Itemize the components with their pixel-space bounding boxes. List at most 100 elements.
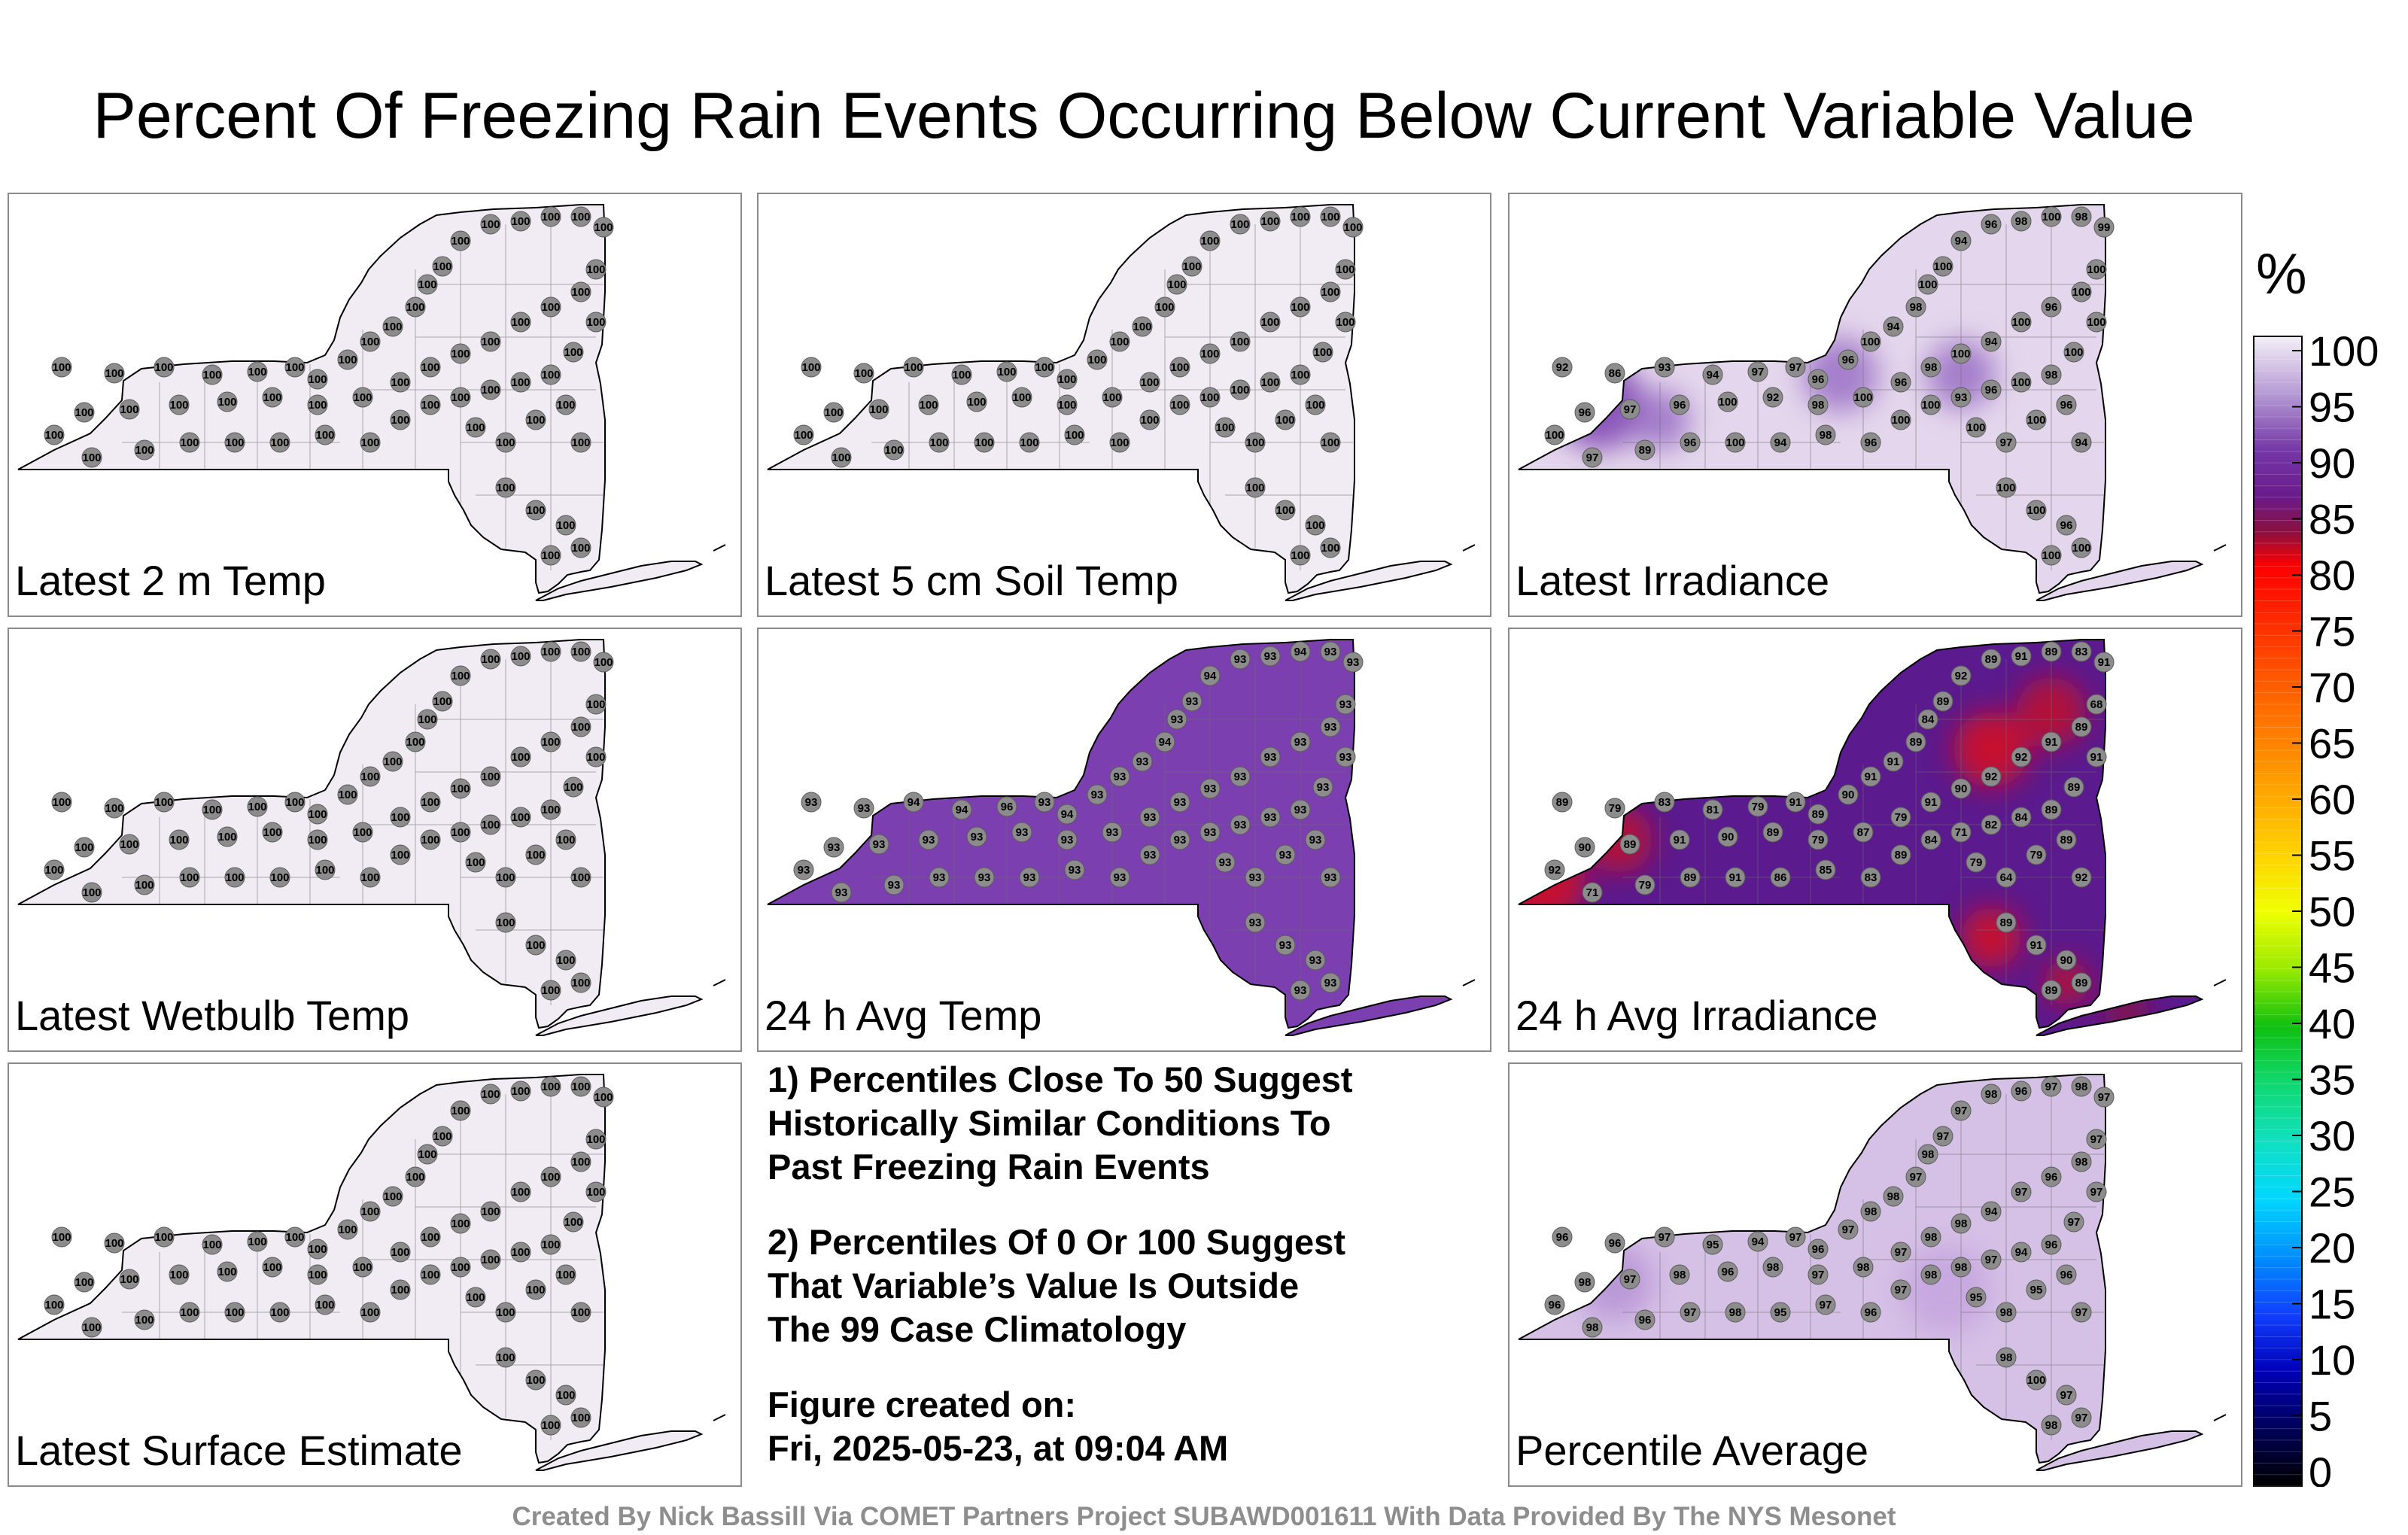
station-marker: 100: [360, 331, 381, 352]
station-marker: 91: [1883, 751, 1904, 772]
station-marker: 98: [1920, 1226, 1941, 1248]
station-value: 100: [383, 755, 402, 768]
station-marker: 100: [1199, 343, 1221, 364]
station-marker: 96: [1574, 402, 1595, 423]
station-value: 100: [120, 838, 138, 851]
station-marker: 100: [1230, 214, 1251, 235]
station-value: 100: [526, 414, 545, 427]
station-marker: 89: [1981, 649, 2002, 670]
station-value: 96: [1985, 384, 1998, 397]
station-value: 95: [1707, 1239, 1719, 1251]
station-marker: 95: [2026, 1279, 2047, 1300]
station-value: 100: [1200, 235, 1219, 248]
station-marker: 100: [555, 1264, 576, 1285]
station-marker: 100: [563, 342, 584, 363]
station-marker: 98: [1996, 1347, 2017, 1368]
station-value: 91: [2045, 736, 2058, 749]
station-value: 91: [1789, 796, 1802, 809]
station-value: 100: [169, 1269, 188, 1281]
station-value: 100: [904, 361, 923, 374]
station-marker: 93: [1139, 807, 1160, 828]
station-marker: 100: [450, 822, 471, 843]
station-value: 93: [1204, 826, 1217, 839]
station-value: 96: [2060, 519, 2073, 532]
station-value: 90: [2060, 954, 2073, 967]
station-marker: 95: [1702, 1234, 1723, 1255]
colorbar-tick-label: 40: [2309, 1000, 2355, 1047]
map-panel-24h-avg-temp: 93 93 94 94 96 93 94 93 93 93 94 93 93 94 93 93 94 93 93 93…: [757, 628, 1491, 1052]
station-value: 98: [2015, 215, 2028, 228]
station-value: 100: [541, 301, 560, 314]
station-marker: 100: [202, 364, 223, 385]
station-value: 100: [541, 646, 560, 658]
station-value: 100: [135, 879, 154, 892]
station-marker: 97: [1680, 1302, 1701, 1323]
station-marker: 100: [450, 778, 471, 799]
station-value: 93: [1144, 811, 1157, 824]
station-marker: 100: [307, 804, 328, 825]
station-marker: 100: [510, 211, 531, 232]
station-value: 98: [1925, 1269, 1938, 1281]
station-value: 100: [52, 361, 71, 374]
station-marker: 100: [1057, 394, 1078, 415]
station-value: 99: [2098, 221, 2111, 234]
station-value: 94: [956, 804, 968, 816]
station-marker: 94: [2011, 1242, 2032, 1263]
station-value: 89: [1684, 871, 1697, 884]
station-value: 100: [564, 346, 582, 359]
station-value: 94: [1985, 336, 1998, 348]
station-value: 100: [421, 796, 439, 809]
station-value: 97: [1624, 1273, 1637, 1286]
station-marker: 96: [996, 796, 1017, 817]
station-value: 100: [1545, 429, 1564, 442]
station-value: 100: [421, 834, 439, 847]
station-marker: 92: [1544, 859, 1565, 880]
station-marker: 100: [450, 665, 471, 686]
station-marker: 100: [1290, 364, 1311, 385]
station-marker: 100: [337, 784, 358, 805]
station-value: 96: [2045, 1239, 2058, 1251]
station-value: 100: [1260, 316, 1279, 329]
station-value: 97: [1624, 403, 1637, 416]
station-value: 100: [391, 811, 409, 824]
station-marker: 100: [390, 1242, 411, 1263]
station-value: 100: [1321, 436, 1339, 449]
station-marker: 89: [2041, 980, 2062, 1001]
station-value: 79: [1609, 802, 1622, 815]
station-value: 93: [888, 879, 901, 892]
station-marker: 92: [2011, 746, 2032, 768]
station-marker: 100: [1305, 515, 1326, 536]
station-value: 100: [1291, 369, 1309, 381]
station-marker: 100: [1139, 372, 1160, 393]
station-marker: 100: [269, 432, 290, 453]
station-value: 100: [496, 436, 515, 449]
station-value: 100: [1230, 336, 1249, 348]
station-value: 100: [451, 826, 470, 839]
station-marker: 97: [2071, 1302, 2092, 1323]
station-value: 100: [541, 984, 560, 997]
station-marker: 100: [352, 822, 373, 843]
station-marker: 97: [2041, 1076, 2062, 1097]
station-value: 100: [1321, 211, 1339, 223]
county-lines: [122, 1087, 604, 1440]
station-marker: 100: [360, 432, 381, 453]
station-value: 84: [1922, 713, 1935, 726]
station-value: 100: [541, 1419, 560, 1432]
station-marker: 89: [1890, 844, 1911, 865]
station-value: 92: [1955, 670, 1968, 682]
station-marker: 100: [134, 874, 155, 895]
station-value: 100: [1140, 414, 1159, 427]
station-marker: 93: [1199, 822, 1221, 843]
station-marker: 96: [1981, 379, 2002, 400]
note-line: That Variable’s Value Is Outside: [768, 1266, 1300, 1306]
station-value: 85: [1820, 864, 1832, 877]
station-value: 100: [120, 403, 138, 416]
station-marker: 89: [1634, 439, 1655, 460]
station-value: 96: [2060, 399, 2073, 412]
station-marker: 97: [2071, 1407, 2092, 1428]
station-marker: 100: [540, 1234, 561, 1255]
station-value: 79: [1812, 834, 1825, 847]
station-value: 100: [82, 1321, 101, 1334]
station-value: 100: [556, 399, 575, 412]
